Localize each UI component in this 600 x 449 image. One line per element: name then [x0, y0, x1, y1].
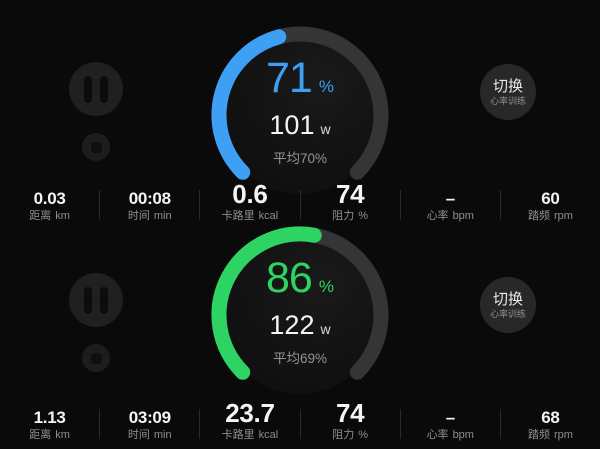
workout-panel-top: 71 % 101 w 平均70% 切换 心率训练 0.03 距离 km	[0, 0, 600, 224]
average-power-label: 平均69%	[272, 351, 328, 366]
watts-unit: w	[320, 121, 331, 137]
stats-row: 0.03 距离 km 00:08 时间 min 0.6 卡路里 kcal 74 阻力%…	[0, 180, 600, 224]
watts-value: 101	[269, 110, 315, 140]
pause-icon	[84, 286, 108, 314]
power-gauge: 71 % 101 w 平均70%	[208, 23, 392, 207]
stat-label: 心率 bpm	[426, 429, 474, 442]
stats-row: 1.13 距离 km 03:09 时间 min 23.7 卡路里 kcal 74 阻力…	[0, 399, 600, 443]
divider	[199, 190, 201, 220]
divider	[199, 409, 201, 439]
pause-button[interactable]	[69, 273, 123, 327]
power-watts: 101 w	[269, 112, 330, 139]
panel-main: 71 % 101 w 平均70% 切换 心率训练	[0, 0, 600, 194]
panel-main: 86 % 122 w 平均69% 切换 心率训练	[0, 224, 600, 405]
session-controls	[69, 273, 123, 372]
stat-cadence: 68 踏频 rpm	[501, 399, 600, 443]
switch-sublabel: 心率训练	[489, 308, 526, 319]
switch-mode-button[interactable]: 切换 心率训练	[480, 64, 536, 120]
stat-value: 68	[541, 408, 560, 428]
watts-value: 122	[269, 310, 315, 340]
power-percent: 86 %	[266, 257, 334, 300]
stat-value: 03:09	[128, 408, 171, 428]
stat-value: 1.13	[33, 408, 66, 428]
stat-label: 踏频 rpm	[527, 429, 573, 442]
stat-calories: 23.7 卡路里 kcal	[200, 399, 299, 443]
stat-value: 74	[335, 179, 365, 210]
stat-label: 时间 min	[127, 210, 172, 223]
divider	[499, 190, 501, 220]
stat-label: 距离 km	[29, 429, 70, 442]
divider	[99, 190, 101, 220]
stat-label: 心率 bpm	[426, 210, 474, 223]
gauge-fill	[211, 226, 322, 380]
gauge-readout: 71 % 101 w 平均70%	[208, 23, 392, 207]
stat-label: 卡路里 kcal	[221, 429, 279, 442]
stat-resistance: 74 阻力%	[301, 399, 400, 443]
power-gauge: 86 % 122 w 平均69%	[208, 223, 392, 407]
stat-value: 74	[335, 398, 365, 429]
stat-label: 阻力%	[332, 210, 368, 223]
stat-cadence: 60 踏频 rpm	[501, 180, 600, 224]
divider	[299, 190, 301, 220]
stat-label: 时间 min	[127, 429, 172, 442]
divider	[299, 409, 301, 439]
stat-time: 03:09 时间 min	[100, 399, 199, 443]
gauge-readout: 86 % 122 w 平均69%	[208, 223, 392, 407]
watts-unit: w	[320, 321, 331, 337]
stop-button[interactable]	[82, 133, 110, 161]
stat-heart-rate: – 心率 bpm	[401, 180, 500, 224]
stat-label: 距离 km	[29, 210, 70, 223]
stat-value: 23.7	[225, 398, 275, 429]
power-percent-value: 86	[266, 254, 313, 302]
workout-panel-bottom: 86 % 122 w 平均69% 切换 心率训练 1.13 距离 km	[0, 224, 600, 449]
stat-resistance: 74 阻力%	[301, 180, 400, 224]
power-percent-unit: %	[318, 277, 334, 296]
switch-mode-button[interactable]: 切换 心率训练	[480, 277, 536, 333]
power-watts: 122 w	[269, 312, 330, 339]
power-percent: 71 %	[266, 57, 334, 100]
stat-heart-rate: – 心率 bpm	[401, 399, 500, 443]
gauge-ring	[211, 226, 389, 380]
switch-label: 切换	[492, 290, 523, 308]
stop-icon	[90, 352, 102, 364]
stat-calories: 0.6 卡路里 kcal	[200, 180, 299, 224]
stat-label: 踏频 rpm	[527, 210, 573, 223]
stop-button[interactable]	[82, 344, 110, 372]
stat-value: 00:08	[128, 189, 171, 209]
divider	[99, 409, 101, 439]
gauge-ring	[211, 26, 389, 180]
average-power-label: 平均70%	[272, 151, 328, 166]
switch-label: 切换	[492, 77, 523, 95]
stop-icon	[90, 141, 102, 153]
stat-value: 0.6	[232, 179, 268, 210]
stat-label: 阻力%	[332, 429, 368, 442]
stat-value: –	[445, 408, 455, 428]
stat-distance: 0.03 距离 km	[0, 180, 99, 224]
divider	[399, 190, 401, 220]
power-percent-unit: %	[318, 77, 334, 96]
divider	[399, 409, 401, 439]
pause-button[interactable]	[69, 62, 123, 116]
power-percent-value: 71	[266, 54, 313, 102]
stat-value: 60	[541, 189, 560, 209]
divider	[499, 409, 501, 439]
stat-label: 卡路里 kcal	[221, 210, 279, 223]
gauge-fill	[211, 29, 287, 180]
pause-icon	[84, 75, 108, 103]
stat-time: 00:08 时间 min	[100, 180, 199, 224]
stat-distance: 1.13 距离 km	[0, 399, 99, 443]
switch-sublabel: 心率训练	[489, 95, 526, 106]
stat-value: 0.03	[33, 189, 66, 209]
stat-value: –	[445, 189, 455, 209]
session-controls	[69, 62, 123, 161]
